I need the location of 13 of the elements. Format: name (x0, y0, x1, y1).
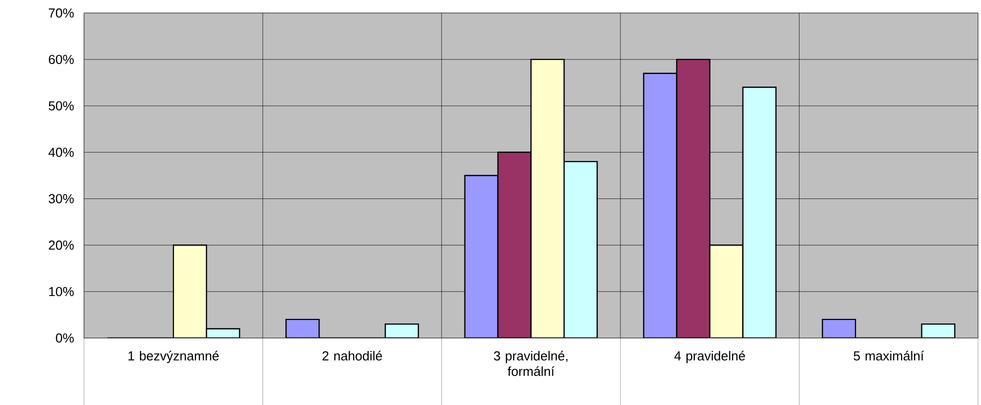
x-tick-label: 2 nahodilé (322, 350, 382, 360)
y-tick-label: 50% (48, 101, 74, 110)
y-tick-label: 10% (49, 286, 74, 296)
x-tick-label: 3 pravidelné, formální (494, 350, 568, 376)
x-tick-label: 5 maximální (854, 350, 924, 360)
y-tick-label: 20% (48, 240, 74, 250)
y-tick-label: 60% (48, 54, 74, 64)
y-tick-label: 70% (48, 8, 74, 18)
x-tick-label: 4 pravidelné (674, 350, 745, 364)
y-tick-label: 40% (48, 148, 74, 157)
y-tick-label: 0% (56, 333, 74, 343)
x-tick-label: 1 bezvýznamné (128, 350, 219, 364)
y-tick-label: 30% (48, 194, 74, 204)
